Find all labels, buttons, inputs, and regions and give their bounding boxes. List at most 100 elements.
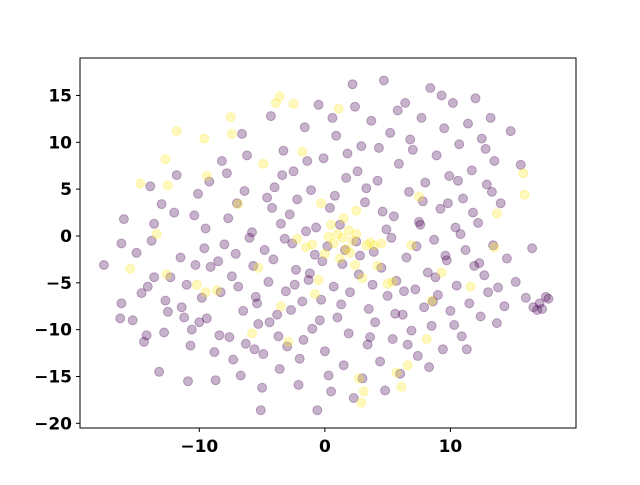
scatter-point xyxy=(425,83,436,93)
scatter-point xyxy=(489,156,500,166)
scatter-point xyxy=(282,341,293,352)
series-0 xyxy=(98,75,554,416)
scatter-point xyxy=(445,305,456,316)
scatter-point xyxy=(534,298,545,309)
scatter-point xyxy=(116,238,127,249)
scatter-point xyxy=(476,133,487,144)
scatter-point xyxy=(309,289,320,300)
scatter-point xyxy=(317,256,328,267)
scatter-point xyxy=(161,269,172,280)
scatter-point xyxy=(118,214,129,225)
scatter-point xyxy=(419,302,430,313)
scatter-point xyxy=(341,244,352,255)
scatter-point xyxy=(291,264,301,275)
scatter-point xyxy=(336,299,347,310)
scatter-point xyxy=(247,227,257,238)
scatter-point xyxy=(289,279,300,290)
scatter-point xyxy=(323,231,334,242)
scatter-point xyxy=(263,276,274,287)
scatter-point xyxy=(257,382,268,393)
scatter-point xyxy=(116,298,127,309)
scatter-point xyxy=(272,309,283,320)
scatter-point xyxy=(258,349,269,359)
scatter-point xyxy=(262,192,273,203)
scatter-point xyxy=(301,242,311,253)
scatter-point xyxy=(465,281,476,292)
scatter-point xyxy=(338,360,349,371)
scatter-point xyxy=(301,226,311,237)
scatter-point xyxy=(351,229,362,240)
scatter-point xyxy=(226,271,237,282)
scatter-point xyxy=(400,98,411,108)
scatter-point xyxy=(248,260,259,271)
scatter-point xyxy=(453,175,463,186)
scatter-point xyxy=(288,98,299,109)
scatter-point xyxy=(293,379,304,390)
x-tick-label: 0 xyxy=(319,437,331,457)
scatter-point xyxy=(414,216,424,227)
scatter-point xyxy=(331,130,342,141)
scatter-point xyxy=(458,193,468,204)
scatter-point xyxy=(332,312,343,323)
scatter-point xyxy=(232,198,242,209)
scatter-point xyxy=(214,330,225,341)
x-tick-label: 10 xyxy=(439,437,463,457)
scatter-point xyxy=(237,128,247,139)
scatter-point xyxy=(399,286,409,297)
scatter-point xyxy=(288,166,299,177)
scatter-point xyxy=(275,301,286,312)
y-tick-label: −20 xyxy=(34,414,72,434)
scatter-point xyxy=(294,353,305,364)
scatter-point xyxy=(351,236,362,247)
scatter-point xyxy=(537,304,548,314)
scatter-point xyxy=(393,158,404,169)
scatter-point xyxy=(441,255,452,266)
scatter-point xyxy=(491,318,502,329)
scatter-point xyxy=(464,298,475,309)
scatter-point xyxy=(193,188,203,199)
scatter-point xyxy=(292,194,303,205)
scatter-point xyxy=(235,370,246,381)
scatter-point xyxy=(307,323,318,334)
scatter-point xyxy=(139,336,149,347)
scatter-point xyxy=(334,253,345,264)
scatter-point xyxy=(397,309,408,320)
scatter-point xyxy=(450,222,461,233)
scatter-point xyxy=(483,287,494,298)
scatter-point xyxy=(171,126,182,137)
scatter-point xyxy=(127,315,138,326)
scatter-point xyxy=(449,320,460,330)
scatter-point xyxy=(387,334,398,344)
scatter-point xyxy=(520,292,531,303)
scatter-point xyxy=(353,373,364,384)
scatter-point xyxy=(385,127,396,138)
scatter-point xyxy=(224,332,235,343)
scatter-point xyxy=(368,240,379,251)
scatter-point xyxy=(348,393,359,403)
scatter-point xyxy=(191,279,202,290)
y-tick-label: −5 xyxy=(46,274,72,294)
scatter-point xyxy=(125,263,136,274)
scatter-point xyxy=(309,249,320,260)
scatter-point xyxy=(274,364,285,374)
scatter-point xyxy=(253,319,264,329)
scatter-point xyxy=(528,302,539,313)
scatter-point xyxy=(495,198,506,209)
scatter-point xyxy=(264,317,275,328)
scatter-point xyxy=(252,298,263,309)
scatter-point xyxy=(405,134,416,145)
scatter-point xyxy=(510,276,521,287)
scatter-point xyxy=(532,305,543,315)
scatter-point xyxy=(169,207,180,218)
scatter-point xyxy=(233,281,244,292)
scatter-point xyxy=(319,248,330,259)
scatter-point xyxy=(406,325,417,336)
scatter-point xyxy=(318,153,329,164)
scatter-point xyxy=(223,213,234,224)
x-tick-label: −10 xyxy=(180,437,218,457)
scatter-point xyxy=(255,405,266,416)
scatter-point xyxy=(518,168,529,179)
scatter-point xyxy=(352,166,363,177)
scatter-point xyxy=(442,198,453,209)
scatter-point xyxy=(347,79,358,90)
